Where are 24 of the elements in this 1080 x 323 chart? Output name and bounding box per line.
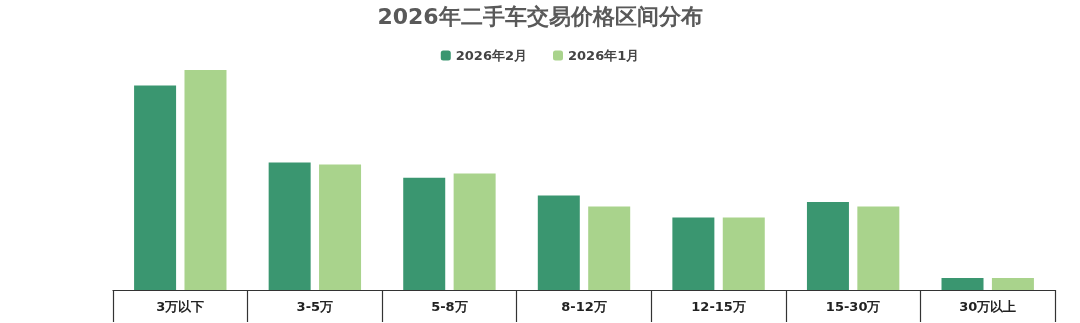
bar xyxy=(857,206,900,290)
x-tick-label: 8-12万 xyxy=(561,299,607,314)
bar xyxy=(941,277,984,290)
bar xyxy=(722,217,765,290)
bar xyxy=(453,173,496,290)
legend-label: 2026年2月 xyxy=(455,48,528,63)
bar xyxy=(403,177,446,290)
x-tick-label: 3万以下 xyxy=(156,299,205,314)
x-tick-label: 12-15万 xyxy=(691,299,746,314)
bar xyxy=(268,162,311,290)
legend-label: 2026年1月 xyxy=(568,48,640,63)
x-tick-label: 3-5万 xyxy=(296,299,334,314)
x-tick-label: 30万以上 xyxy=(959,299,1017,314)
x-tick-label: 15-30万 xyxy=(825,299,881,314)
x-tick-label: 5-8万 xyxy=(431,299,468,314)
bar xyxy=(134,85,177,290)
bar xyxy=(672,217,715,290)
bar xyxy=(588,206,631,290)
bar xyxy=(184,70,227,290)
chart-title: 2026年二手车交易价格区间分布 xyxy=(377,3,703,29)
bar xyxy=(319,164,362,290)
bar xyxy=(806,202,849,290)
bar xyxy=(991,277,1034,290)
bar xyxy=(537,195,580,290)
